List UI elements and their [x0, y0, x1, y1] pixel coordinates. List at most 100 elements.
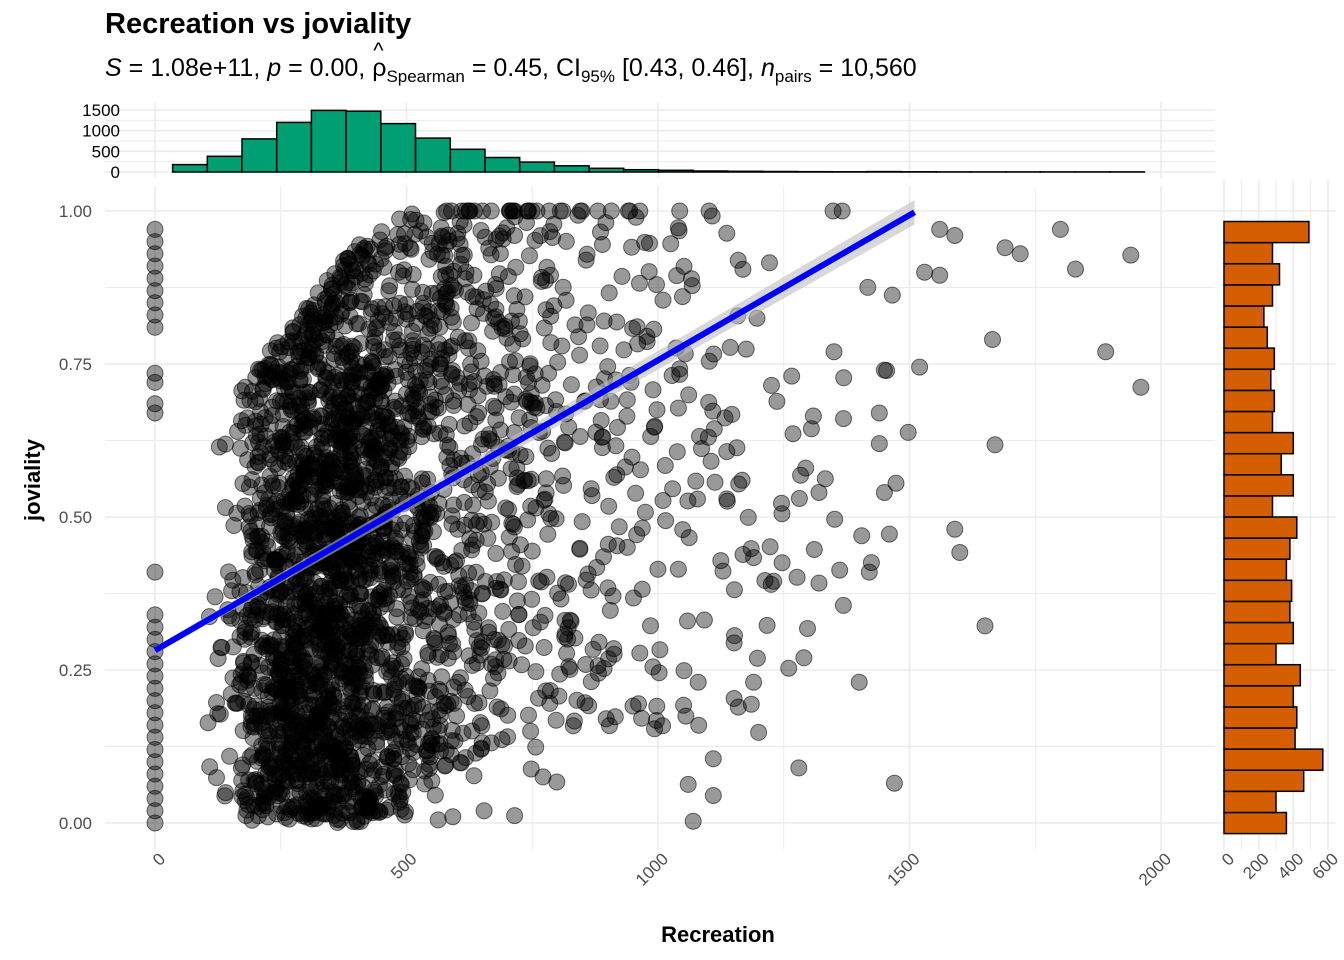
scatter-point — [521, 247, 538, 265]
scatter-point — [385, 573, 402, 591]
scatter-point — [664, 480, 682, 498]
top-histogram-bar — [657, 169, 694, 173]
scatter-point — [411, 372, 429, 390]
scatter-point — [414, 294, 432, 312]
scatter-point — [260, 698, 278, 716]
scatter-point — [508, 459, 526, 477]
top-histogram-bar — [414, 137, 452, 173]
scatter-point — [662, 235, 680, 253]
scatter-point — [389, 704, 407, 722]
scatter-point — [677, 707, 695, 725]
scatter-point — [418, 340, 436, 358]
scatter-point — [416, 361, 434, 379]
scatter-point — [700, 393, 718, 411]
scatter-point — [669, 560, 687, 578]
scatter-point — [859, 278, 877, 296]
scatter-point — [605, 645, 623, 663]
scatter-point — [564, 717, 582, 735]
scatter-point — [385, 323, 403, 341]
scatter-point — [391, 235, 408, 253]
scatter-point — [636, 503, 654, 521]
scatter-point — [703, 207, 721, 225]
scatter-point — [510, 573, 527, 591]
right-histogram-bars — [1223, 220, 1324, 835]
scatter-point — [657, 512, 675, 530]
scatter-point — [870, 435, 888, 453]
scatter-points — [146, 202, 1150, 832]
scatter-point — [1051, 220, 1069, 238]
scatter-point — [875, 484, 893, 501]
scatter-point — [605, 640, 623, 658]
scatter-point — [784, 425, 802, 443]
scatter-point — [418, 742, 436, 760]
scatter-point — [472, 352, 490, 370]
x-tick-label: 2000 — [1135, 849, 1175, 889]
scatter-point — [542, 307, 560, 325]
scatter-point — [600, 650, 618, 668]
scatter-point — [272, 628, 289, 646]
scatter-point — [300, 606, 318, 624]
scatter-point — [1011, 245, 1029, 263]
scatter-point — [433, 227, 451, 245]
scatter-point — [441, 438, 459, 456]
scatter-point — [363, 752, 381, 770]
scatter-point — [725, 581, 743, 599]
scatter-point — [444, 808, 462, 826]
scatter-point — [584, 640, 602, 658]
scatter-point — [309, 701, 327, 719]
scatter-point — [606, 708, 624, 726]
scatter-point — [557, 232, 575, 250]
scatter-point — [300, 685, 318, 703]
scatter-point — [996, 239, 1014, 257]
scatter-point — [487, 579, 505, 597]
scatter-point — [437, 742, 455, 760]
scatter-point — [503, 514, 521, 532]
scatter-point — [474, 430, 492, 448]
scatter-point — [253, 749, 271, 767]
scatter-point — [976, 617, 994, 635]
scatter-point — [476, 483, 494, 501]
scatter-point — [628, 526, 646, 544]
scatter-point — [372, 473, 390, 491]
scatter-point — [236, 378, 254, 396]
top-histogram-bar — [206, 155, 243, 173]
scatter-point — [502, 460, 520, 478]
right-histogram-bar — [1223, 811, 1288, 835]
rho-symbol: ρ — [372, 38, 386, 83]
rho-value: 0.45 — [493, 54, 543, 82]
scatter-point — [763, 376, 780, 394]
scatter-point — [875, 361, 893, 379]
scatter-point — [256, 794, 273, 812]
scatter-point — [826, 510, 844, 528]
scatter-point — [443, 308, 460, 326]
scatter-point — [426, 786, 444, 804]
scatter-point — [592, 223, 609, 241]
scatter-point — [569, 206, 587, 224]
scatter-point — [527, 663, 545, 681]
scatter-point — [467, 563, 485, 581]
scatter-point — [768, 392, 786, 410]
scatter-point — [410, 668, 428, 686]
scatter-point — [469, 387, 487, 405]
scatter-point — [608, 537, 626, 555]
scatter-point — [788, 568, 806, 586]
scatter-point — [554, 467, 572, 485]
scatter-point — [482, 246, 500, 264]
scatter-point — [577, 251, 595, 269]
scatter-point — [388, 448, 406, 466]
top-histogram-bar — [449, 148, 486, 173]
scatter-point — [473, 734, 491, 752]
scatter-point — [765, 572, 783, 590]
right-histogram-bar — [1223, 685, 1295, 708]
scatter-point — [668, 443, 686, 461]
scatter-point — [986, 436, 1004, 454]
scatter-point — [284, 383, 302, 401]
scatter-point — [293, 804, 310, 822]
scatter-point — [797, 459, 815, 477]
scatter-point — [367, 534, 385, 552]
scatter-point — [404, 337, 422, 354]
scatter-point — [527, 738, 545, 756]
scatter-point — [436, 341, 454, 359]
scatter-point — [514, 330, 532, 348]
scatter-point — [275, 528, 293, 546]
